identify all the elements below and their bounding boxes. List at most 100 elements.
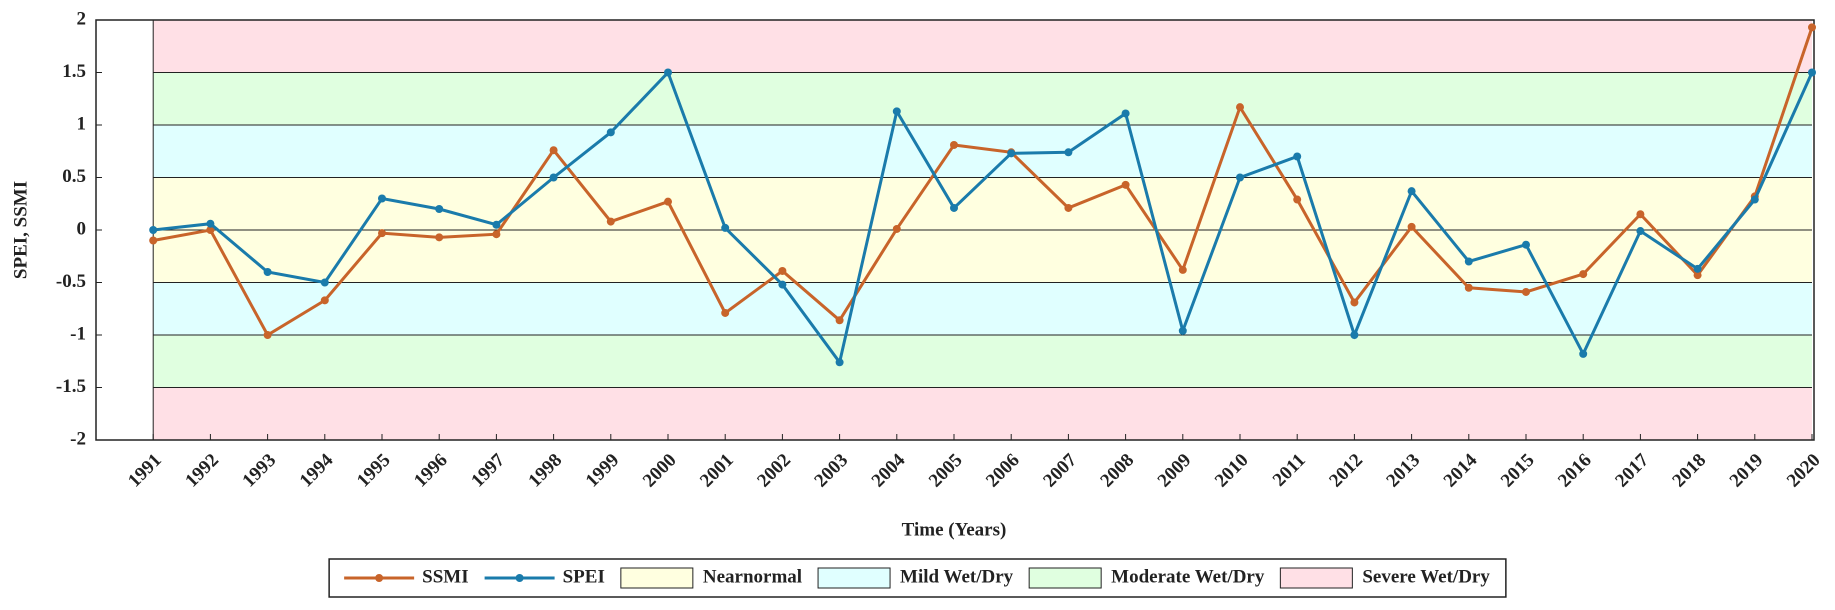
x-tick-label: 2014 bbox=[1440, 449, 1482, 491]
point bbox=[1350, 331, 1359, 339]
point bbox=[950, 203, 958, 212]
point bbox=[1636, 210, 1645, 219]
x-tick-label: 2008 bbox=[1096, 450, 1138, 492]
point bbox=[1293, 152, 1302, 161]
y-tick-label: 0.5 bbox=[62, 166, 86, 187]
plot-frame bbox=[95, 19, 1815, 441]
point bbox=[1407, 187, 1416, 196]
legend-marker bbox=[515, 574, 524, 582]
x-tick-label: 1996 bbox=[410, 450, 452, 492]
point bbox=[606, 217, 615, 226]
band bbox=[153, 72, 1813, 125]
band bbox=[153, 335, 1813, 388]
point bbox=[1007, 149, 1016, 158]
x-tick-label: 2016 bbox=[1554, 450, 1596, 492]
x-tick-label: 2005 bbox=[925, 450, 967, 492]
series-line bbox=[153, 69, 1814, 366]
point bbox=[378, 194, 386, 203]
x-tick-label: 2020 bbox=[1783, 450, 1825, 492]
y-tick-label: 1.5 bbox=[62, 61, 86, 82]
x-tick-label: 2006 bbox=[982, 450, 1024, 492]
point bbox=[1064, 148, 1073, 157]
point bbox=[778, 280, 787, 289]
point bbox=[1121, 109, 1130, 118]
x-tick-label: 1999 bbox=[582, 450, 624, 492]
point bbox=[378, 229, 386, 238]
point bbox=[950, 140, 958, 149]
point bbox=[263, 268, 272, 276]
point bbox=[1236, 103, 1244, 112]
point bbox=[1178, 265, 1187, 274]
band bbox=[153, 125, 1813, 178]
y-tick-label: 2 bbox=[77, 8, 87, 29]
point bbox=[1121, 180, 1130, 189]
series-line bbox=[152, 26, 1814, 338]
point bbox=[1178, 326, 1187, 335]
point bbox=[492, 230, 501, 239]
point bbox=[892, 224, 901, 233]
point bbox=[149, 226, 158, 234]
x-tick-label: 1994 bbox=[296, 449, 338, 491]
x-tick-label: 1992 bbox=[181, 450, 223, 492]
legend: SSMI SPEI Nearnormal Mild Wet/Dry Moderate W… bbox=[328, 558, 1507, 598]
point bbox=[606, 128, 615, 137]
legend-label: Mild Wet/Dry bbox=[900, 566, 1014, 587]
x-tick-label: 2003 bbox=[810, 450, 852, 492]
point bbox=[549, 173, 558, 182]
x-tick-label: 1993 bbox=[238, 450, 280, 492]
point bbox=[1236, 173, 1244, 182]
x-tick-label: 2001 bbox=[696, 450, 738, 492]
x-tick-label: 2017 bbox=[1611, 449, 1653, 491]
x-tick-label: 1997 bbox=[467, 449, 509, 491]
point bbox=[778, 266, 787, 275]
point bbox=[435, 205, 444, 213]
x-tick-label: 2018 bbox=[1668, 450, 1710, 492]
point bbox=[492, 220, 501, 229]
point bbox=[1579, 349, 1588, 358]
point bbox=[206, 226, 215, 234]
legend-swatch bbox=[620, 567, 694, 589]
legend-swatch bbox=[1279, 567, 1353, 589]
y-tick-label: 0 bbox=[77, 218, 87, 239]
point bbox=[1407, 222, 1416, 231]
x-tick-label: 2009 bbox=[1154, 450, 1196, 492]
point bbox=[1636, 227, 1645, 236]
point bbox=[835, 358, 844, 367]
x-tick-label: 2000 bbox=[639, 450, 681, 492]
point bbox=[721, 308, 730, 317]
x-tick-label: 1991 bbox=[124, 450, 166, 492]
point bbox=[549, 146, 558, 155]
legend-swatch bbox=[1028, 567, 1102, 589]
y-tick-label: -1.5 bbox=[56, 376, 86, 397]
legend-marker bbox=[375, 574, 384, 582]
legend-label: SSMI bbox=[422, 566, 468, 587]
point bbox=[1808, 23, 1816, 32]
x-tick-label: 2004 bbox=[868, 449, 910, 491]
point bbox=[1579, 270, 1588, 279]
band bbox=[153, 282, 1813, 335]
band bbox=[153, 387, 1813, 440]
x-tick-label: 2012 bbox=[1325, 450, 1367, 492]
x-tick-label: 1998 bbox=[524, 450, 566, 492]
point bbox=[1522, 240, 1530, 249]
x-tick-label: 2015 bbox=[1497, 450, 1539, 492]
point bbox=[1750, 195, 1759, 204]
point bbox=[1693, 264, 1702, 273]
point bbox=[664, 68, 672, 77]
y-axis-label: SPEI, SSMI bbox=[10, 181, 31, 279]
legend-swatch bbox=[817, 567, 891, 589]
point bbox=[1464, 283, 1473, 292]
y-tick-label: -1 bbox=[70, 323, 86, 344]
x-tick-label: 2007 bbox=[1039, 449, 1081, 491]
point bbox=[320, 278, 329, 287]
point bbox=[1522, 287, 1530, 296]
point bbox=[149, 236, 158, 245]
legend-label: Moderate Wet/Dry bbox=[1111, 566, 1265, 587]
legend-label: Severe Wet/Dry bbox=[1362, 566, 1490, 587]
legend-label: SPEI bbox=[563, 566, 605, 587]
point bbox=[206, 219, 215, 228]
point bbox=[1350, 298, 1359, 307]
x-tick-label: 2010 bbox=[1211, 450, 1253, 492]
point bbox=[664, 197, 672, 206]
